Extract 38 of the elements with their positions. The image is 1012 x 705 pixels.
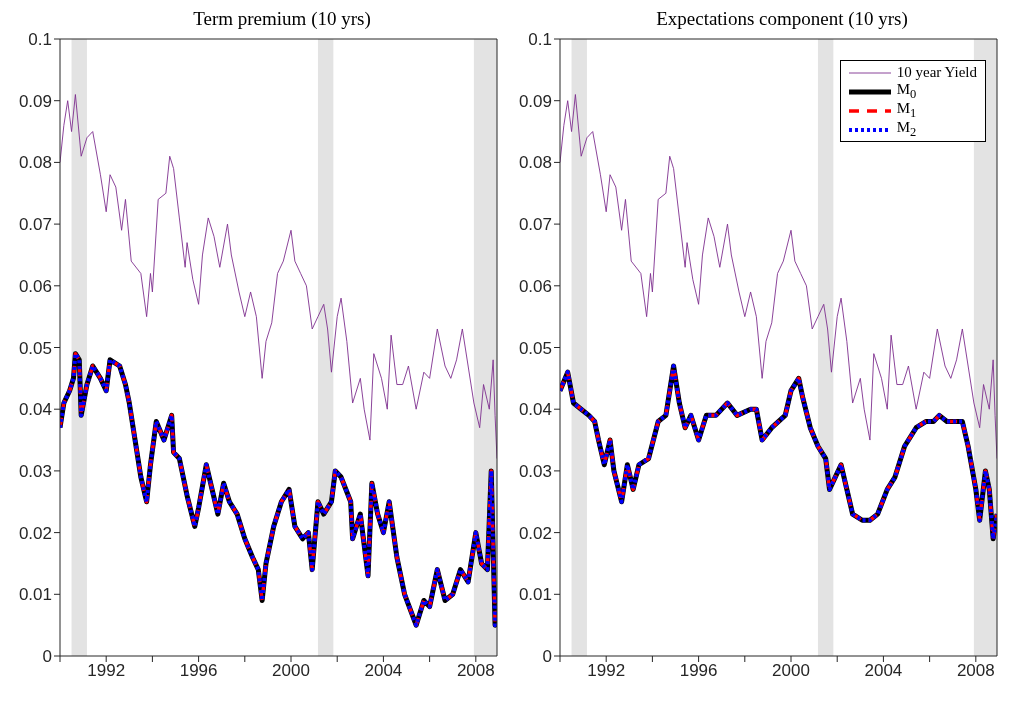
x-tick-label: 2000	[772, 661, 810, 681]
x-tick-label: 2008	[456, 661, 495, 681]
y-tick-label: 0.02	[518, 523, 552, 543]
x-tick-label: 1992	[87, 661, 126, 681]
y-tick-label: 0.06	[18, 276, 52, 296]
y-tick-label: 0.03	[18, 461, 52, 481]
y-tick-label: 0	[42, 647, 52, 667]
x-tick-label: 2000	[272, 661, 310, 681]
y-tick-label: 0.03	[518, 461, 552, 481]
x-tick-label: 1996	[179, 661, 218, 681]
x-tick-label: 1996	[679, 661, 718, 681]
y-tick-label: 0	[542, 647, 552, 667]
y-tick-label: 0.04	[518, 400, 552, 420]
y-tick-label: 0.09	[518, 91, 552, 111]
y-tick-label: 0.05	[518, 338, 552, 358]
y-tick-label: 0.05	[18, 338, 52, 358]
legend-label: M$_{1}$	[896, 100, 917, 120]
y-tick-label: 0.07	[518, 215, 552, 235]
y-tick-label: 0.09	[18, 91, 52, 111]
chart-title: Expectations component (10 yrs)	[655, 8, 909, 31]
y-tick-label: 0.04	[18, 400, 52, 420]
y-tick-label: 0.01	[18, 585, 52, 605]
y-tick-label: 0.07	[18, 215, 52, 235]
y-tick-label: 0.02	[18, 523, 52, 543]
chart-title: Term premium (10 yrs)	[192, 8, 372, 31]
y-tick-label: 0.1	[28, 30, 52, 50]
y-tick-label: 0.08	[518, 153, 552, 173]
y-tick-label: 0.01	[518, 585, 552, 605]
legend-label: M$_{0}$	[896, 81, 917, 101]
x-tick-label: 2004	[864, 661, 903, 681]
legend-label: 10 year Yield	[896, 64, 977, 81]
legend-label: M$_{2}$	[896, 119, 917, 140]
y-tick-label: 0.08	[18, 153, 52, 173]
x-tick-label: 2004	[364, 661, 403, 681]
x-tick-label: 1992	[587, 661, 626, 681]
y-tick-label: 0.06	[518, 276, 552, 296]
y-tick-label: 0.1	[528, 30, 552, 50]
x-tick-label: 2008	[956, 661, 995, 681]
